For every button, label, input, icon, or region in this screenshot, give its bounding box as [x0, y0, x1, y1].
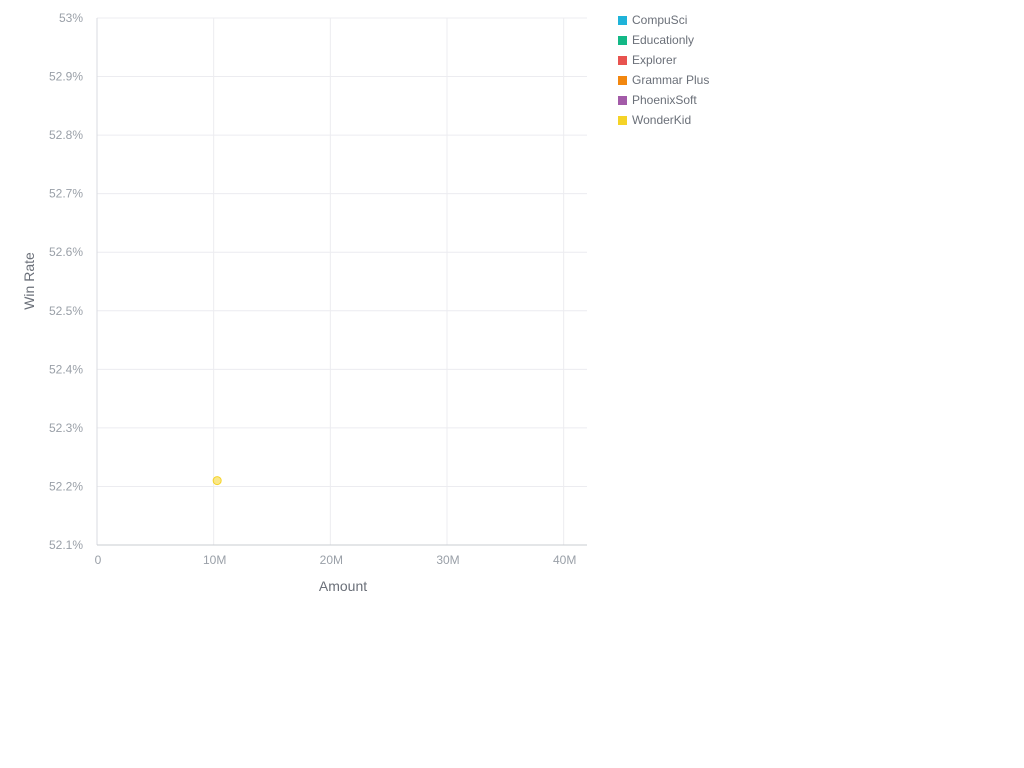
legend-swatch	[618, 15, 627, 25]
y-tick-label: 52.4%	[49, 362, 83, 376]
legend-item[interactable]: PhoenixSoft	[618, 90, 709, 110]
x-tick-label: 10M	[203, 553, 226, 567]
legend-item[interactable]: Grammar Plus	[618, 70, 709, 90]
legend-swatch	[618, 35, 627, 45]
y-tick-label: 52.7%	[49, 187, 83, 201]
legend-item[interactable]: Explorer	[618, 50, 709, 70]
legend-item[interactable]: CompuSci	[618, 10, 709, 30]
legend-label: CompuSci	[632, 13, 688, 27]
legend-label: WonderKid	[632, 113, 692, 127]
legend: CompuSci Educationly Explorer Grammar Plus P…	[618, 10, 709, 130]
x-axis-title: Amount	[319, 578, 367, 594]
y-tick-label: 52.9%	[49, 70, 83, 84]
data-point[interactable]	[212, 476, 222, 486]
x-tick-label: 30M	[436, 553, 459, 567]
legend-label: Educationly	[632, 33, 695, 47]
legend-swatch	[618, 55, 627, 65]
x-tick-label: 20M	[320, 553, 343, 567]
y-tick-label: 52.1%	[49, 538, 83, 552]
x-tick-label: 40M	[553, 553, 576, 567]
y-tick-label: 52.2%	[49, 479, 83, 493]
grid-lines	[97, 17, 587, 546]
legend-label: Grammar Plus	[632, 73, 710, 87]
axes	[96, 18, 587, 546]
y-tick-label: 52.6%	[49, 245, 83, 259]
legend-label: PhoenixSoft	[632, 93, 697, 107]
data-points	[212, 476, 222, 486]
legend-swatch	[618, 75, 627, 85]
y-tick-label: 52.8%	[49, 128, 83, 142]
legend-item[interactable]: WonderKid	[618, 110, 709, 130]
legend-swatch	[618, 115, 627, 125]
legend-swatch	[618, 95, 627, 105]
y-tick-label: 53%	[59, 11, 83, 25]
y-axis-title: Win Rate	[21, 252, 37, 310]
y-tick-label: 52.3%	[49, 421, 83, 435]
x-tick-label: 0	[95, 553, 102, 567]
legend-item[interactable]: Educationly	[618, 30, 709, 50]
tick-labels: 52.1% 52.2% 52.3% 52.4% 52.5% 52.6% 52.7% 52.8%…	[49, 11, 576, 567]
y-tick-label: 52.5%	[49, 304, 83, 318]
legend-label: Explorer	[632, 53, 677, 67]
